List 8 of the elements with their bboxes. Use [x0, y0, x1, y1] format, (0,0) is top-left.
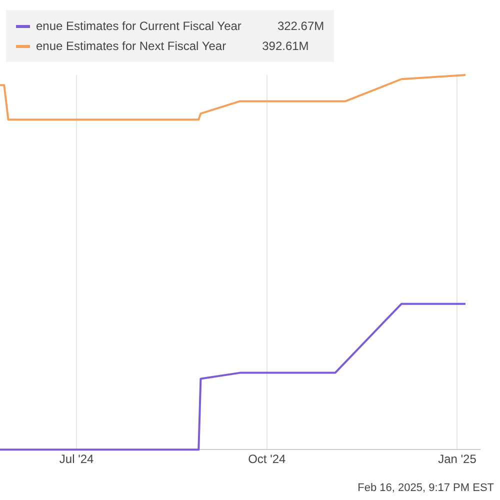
x-tick-label: Jul '24	[59, 452, 94, 466]
x-tick-label: Jan '25	[438, 452, 477, 466]
legend-label: enue Estimates for Next Fiscal Year	[36, 39, 226, 53]
text: 322.67M	[277, 19, 324, 33]
legend-label: enue Estimates for Current Fiscal Year	[36, 19, 242, 33]
text: Feb 16, 2025, 9:17 PM EST	[358, 482, 494, 494]
text: 392.61M	[262, 39, 309, 53]
x-tick-label: Oct '24	[248, 452, 286, 466]
